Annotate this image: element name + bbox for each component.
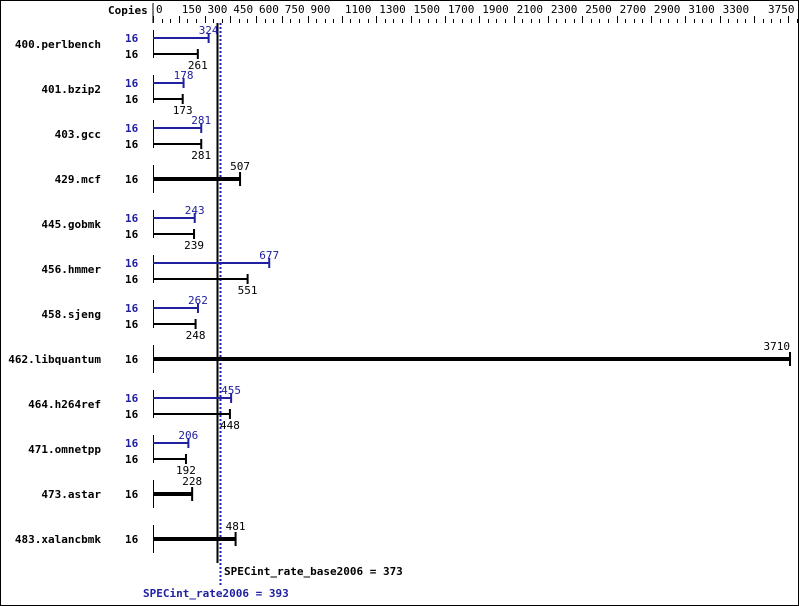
base-value-label: 192 (176, 464, 196, 477)
base-copies: 16 (125, 533, 139, 546)
base-copies: 16 (125, 353, 139, 366)
peak-value-label: 455 (221, 384, 241, 397)
axis-tick-label: 600 (259, 3, 279, 16)
axis-tick-label: 1700 (448, 3, 475, 16)
axis-header: Copies (108, 4, 148, 17)
peak-value-label: 324 (199, 24, 219, 37)
base-value-label: 507 (230, 160, 250, 173)
peak-copies: 16 (125, 257, 139, 270)
peak-metric-label: SPECint_rate2006 = 393 (143, 587, 289, 600)
peak-value-label: 178 (174, 69, 194, 82)
axis-tick-label: 0 (156, 3, 163, 16)
peak-copies: 16 (125, 392, 139, 405)
axis-tick-label: 2700 (620, 3, 647, 16)
peak-copies: 16 (125, 32, 139, 45)
axis-tick-label: 1300 (379, 3, 406, 16)
base-copies: 16 (125, 48, 139, 61)
peak-copies: 16 (125, 122, 139, 135)
base-value-label: 481 (226, 520, 246, 533)
base-copies: 16 (125, 453, 139, 466)
base-copies: 16 (125, 93, 139, 106)
base-copies: 16 (125, 488, 139, 501)
benchmark-name: 456.hmmer (41, 263, 101, 276)
peak-copies: 16 (125, 302, 139, 315)
axis-tick-label: 2300 (551, 3, 578, 16)
peak-copies: 16 (125, 437, 139, 450)
benchmark-name: 464.h264ref (28, 398, 101, 411)
axis-tick-label: 2500 (585, 3, 612, 16)
benchmark-name: 400.perlbench (15, 38, 101, 51)
axis-tick-label: 1100 (345, 3, 372, 16)
benchmark-name: 462.libquantum (8, 353, 101, 366)
axis-tick-label: 3750 (768, 3, 795, 16)
base-metric-label: SPECint_rate_base2006 = 373 (224, 565, 403, 578)
axis-tick-label: 1500 (414, 3, 441, 16)
axis-tick-label: 450 (233, 3, 253, 16)
axis-tick-label: 2100 (517, 3, 544, 16)
base-copies: 16 (125, 318, 139, 331)
base-copies: 16 (125, 273, 139, 286)
base-value-label: 239 (184, 239, 204, 252)
benchmark-name: 403.gcc (55, 128, 101, 141)
base-value-label: 551 (238, 284, 258, 297)
axis-tick-label: 150 (182, 3, 202, 16)
peak-value-label: 281 (191, 114, 211, 127)
benchmark-name: 429.mcf (55, 173, 101, 186)
axis-tick-label: 300 (208, 3, 228, 16)
peak-value-label: 262 (188, 294, 208, 307)
peak-copies: 16 (125, 212, 139, 225)
peak-value-label: 677 (259, 249, 279, 262)
axis-tick-label: 900 (311, 3, 331, 16)
base-copies: 16 (125, 173, 139, 186)
base-value-label: 228 (182, 475, 202, 488)
benchmark-name: 401.bzip2 (41, 83, 101, 96)
benchmark-name: 473.astar (41, 488, 101, 501)
base-value-label: 448 (220, 419, 240, 432)
axis-tick-label: 3100 (688, 3, 715, 16)
axis-tick-label: 1900 (482, 3, 509, 16)
peak-value-label: 206 (178, 429, 198, 442)
base-value-label: 173 (173, 104, 193, 117)
base-value-label: 248 (186, 329, 206, 342)
base-copies: 16 (125, 228, 139, 241)
base-value-label: 3710 (764, 340, 791, 353)
benchmark-name: 471.omnetpp (28, 443, 101, 456)
base-copies: 16 (125, 138, 139, 151)
peak-copies: 16 (125, 77, 139, 90)
axis-tick-label: 750 (285, 3, 305, 16)
benchmark-name: 445.gobmk (41, 218, 101, 231)
base-copies: 16 (125, 408, 139, 421)
axis-tick-label: 2900 (654, 3, 681, 16)
base-value-label: 261 (188, 59, 208, 72)
benchmark-name: 458.sjeng (41, 308, 101, 321)
base-value-label: 281 (191, 149, 211, 162)
axis-tick-label: 3300 (723, 3, 750, 16)
benchmark-name: 483.xalancbmk (15, 533, 101, 546)
peak-value-label: 243 (185, 204, 205, 217)
